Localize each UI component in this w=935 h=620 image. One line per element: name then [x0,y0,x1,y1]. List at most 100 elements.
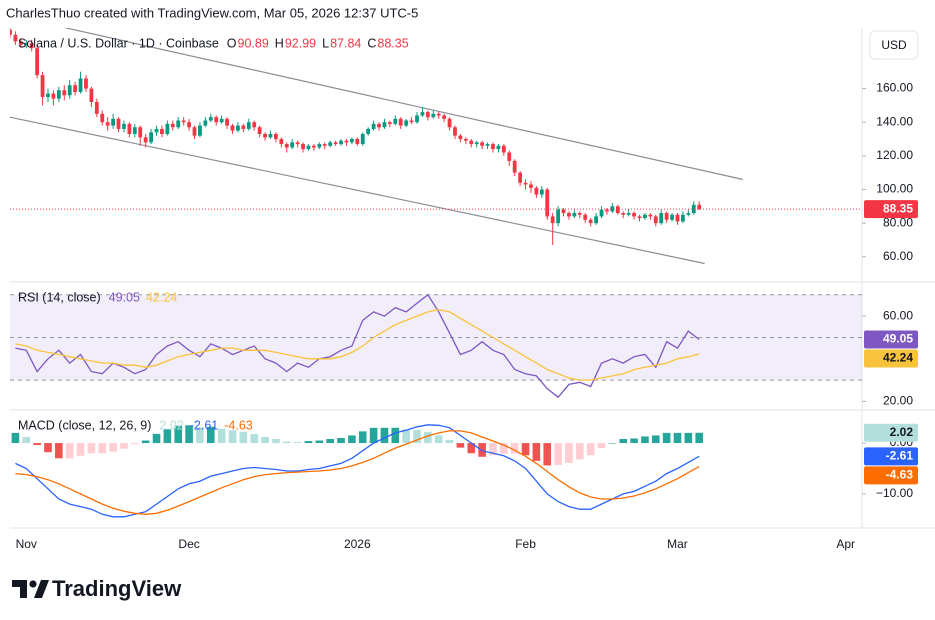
histogram-bar [434,435,443,444]
candle-body [643,214,647,219]
histogram-bar [662,432,671,444]
candle-body [691,204,696,214]
candle-body [138,127,143,138]
candle-body [648,214,653,217]
histogram-bar [489,443,497,456]
candle-body [46,93,50,97]
candle-body [469,140,474,145]
legend-item: O [227,36,237,50]
candle-body [111,118,116,126]
histogram-bar [11,432,20,444]
value-badge [864,200,918,219]
candle-body [10,29,12,35]
candle-body [268,133,273,138]
header-text: CharlesThuo created with TradingView.com… [6,5,418,20]
candle-body [295,142,300,145]
candle-body [599,209,604,217]
candle-body [100,113,105,123]
histogram-bar [33,443,41,446]
candle-body [583,214,588,220]
candle-body [377,123,381,128]
candle-body [187,122,191,128]
candle-body [534,187,539,195]
candle-body [409,120,414,123]
candle-body [230,125,235,131]
brand-name: TradingView [52,576,182,601]
histogram-bar [380,427,389,444]
histogram-bar [521,443,530,456]
candle-body [501,145,506,153]
indicator-line [15,424,700,518]
candle-body [398,118,403,126]
candle-body [653,216,658,224]
pane [11,424,703,518]
candle-body [116,118,121,129]
histogram-bar [65,443,74,459]
value-badge-label: 49.05 [883,332,913,346]
candle-body [572,213,577,217]
candle-body [279,139,284,145]
candle-body [333,142,338,145]
candle-body [480,142,485,146]
histogram-bar [98,443,107,454]
pane [10,293,862,399]
candle-body [192,127,197,136]
indicator-line [15,293,700,399]
candle-body [610,206,615,212]
candle-body [241,125,246,129]
value-badge [864,423,918,442]
candle-body [675,214,680,222]
candle-body [659,213,664,224]
x-tick-label: Nov [16,537,37,551]
candle-body [387,122,392,124]
candle-body [208,117,213,121]
candle-body [681,214,685,222]
candle-body [263,133,267,138]
histogram-bar [565,443,573,463]
value-badge [864,349,918,368]
candle-body [67,85,72,96]
legend-item: 92.99 [285,36,316,50]
histogram-bar [630,438,638,444]
candle-body [523,182,528,185]
value-badge-label: 2.02 [890,425,914,439]
candle-body [453,127,457,136]
candle-body [56,90,61,99]
candle-body [317,144,322,148]
y-tick-label: 160.00 [876,81,913,95]
legend-item: L [322,36,329,50]
candle-body [170,123,175,128]
candle-body [420,112,425,116]
candle-body [78,78,83,92]
indicator-line [15,309,700,381]
currency-label[interactable]: USD [881,38,907,52]
histogram-bar [250,433,259,444]
legend-item: 90.89 [238,36,269,50]
histogram-bar [641,436,649,444]
candle-body [246,122,251,129]
candle-body [176,120,181,128]
histogram-bar [174,425,183,444]
legend-item: C [367,36,376,50]
candle-body [686,213,691,215]
candle-body [594,216,598,224]
candle-body [626,213,631,215]
y-tick-label: −10.00 [876,486,913,500]
candle-body [284,144,289,148]
value-badge-label: -2.61 [886,449,914,463]
histogram-bar [510,443,519,454]
x-tick-label: 2026 [344,537,371,551]
candle-body [154,128,159,133]
histogram-bar [608,443,617,444]
histogram-bar [185,425,193,444]
currency-button[interactable] [869,30,919,60]
y-tick-label: 20.00 [883,394,913,408]
candle-body [670,214,674,220]
candle-body [442,115,447,119]
candle-body [94,102,99,114]
candle-body [257,127,262,134]
candle-body [664,213,669,220]
legend-item: 87.84 [330,36,361,50]
candle-body [697,204,702,210]
